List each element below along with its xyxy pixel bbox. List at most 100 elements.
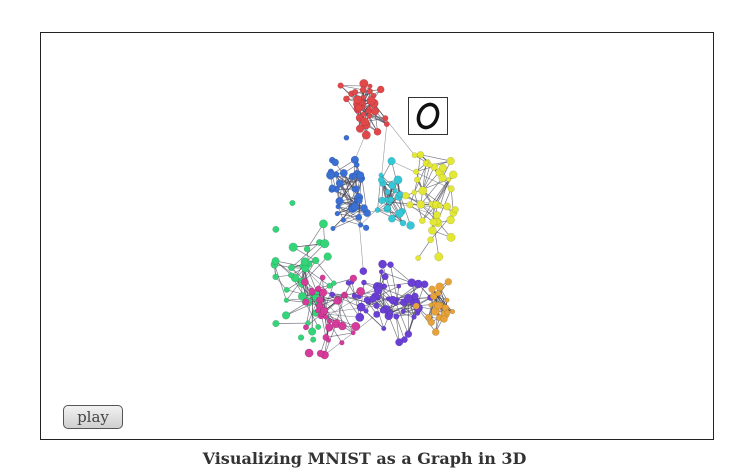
green-cluster-node[interactable] (281, 311, 291, 320)
orange-cluster-node[interactable] (444, 297, 450, 303)
purple-cluster-node[interactable] (361, 279, 367, 286)
blue-cluster-node[interactable] (335, 197, 344, 206)
cyan-cluster-node[interactable] (377, 176, 385, 184)
blue-cluster-node[interactable] (355, 213, 363, 221)
purple-cluster-node[interactable] (401, 336, 408, 343)
red-cluster-node[interactable] (366, 112, 373, 119)
red-cluster-node[interactable] (373, 128, 382, 136)
purple-cluster-node[interactable] (355, 312, 365, 322)
green-cluster-node[interactable] (308, 327, 317, 336)
yellow-cluster-node[interactable] (443, 202, 451, 211)
blue-cluster-node[interactable] (339, 169, 348, 178)
orange-cluster-node[interactable] (435, 290, 442, 297)
orange-cluster-node[interactable] (428, 302, 434, 308)
magenta-cluster-node[interactable] (327, 318, 333, 324)
yellow-cluster-node[interactable] (438, 173, 447, 183)
red-cluster-node[interactable] (360, 117, 370, 127)
magenta-cluster-node[interactable] (326, 337, 331, 343)
purple-cluster-node[interactable] (373, 310, 381, 318)
green-cluster-node[interactable] (283, 297, 290, 303)
green-cluster-node[interactable] (272, 319, 280, 328)
magenta-cluster-node[interactable] (338, 321, 347, 331)
yellow-cluster-node[interactable] (413, 168, 420, 175)
red-cluster-node[interactable] (366, 105, 372, 111)
cyan-cluster-node[interactable] (384, 189, 391, 195)
purple-cluster-node[interactable] (411, 314, 417, 320)
cyan-cluster-node[interactable] (392, 188, 398, 194)
green-cluster-node[interactable] (323, 252, 332, 261)
magenta-cluster-node[interactable] (351, 321, 361, 331)
red-cluster-node[interactable] (382, 115, 389, 122)
blue-cluster-node[interactable] (326, 170, 336, 180)
cyan-cluster-node[interactable] (378, 196, 386, 205)
purple-cluster-node[interactable] (420, 280, 429, 289)
orange-cluster-node[interactable] (425, 313, 432, 321)
orange-cluster-node[interactable] (432, 328, 440, 336)
yellow-cluster-node[interactable] (446, 156, 455, 166)
green-cluster-node[interactable] (315, 324, 322, 330)
red-cluster-node[interactable] (371, 107, 380, 116)
purple-cluster-node[interactable] (404, 330, 413, 338)
red-cluster-node[interactable] (367, 83, 373, 89)
cyan-cluster-node[interactable] (387, 157, 396, 166)
magenta-cluster-node[interactable] (339, 340, 345, 346)
blue-cluster-node[interactable] (328, 184, 336, 192)
green-cluster-node[interactable] (288, 264, 295, 272)
orange-cluster-node[interactable] (435, 282, 445, 292)
purple-cluster-node[interactable] (378, 269, 384, 275)
magenta-cluster-node[interactable] (356, 286, 366, 296)
magenta-cluster-node[interactable] (301, 278, 309, 286)
red-cluster-node[interactable] (337, 82, 344, 89)
blue-cluster-node[interactable] (350, 202, 360, 212)
green-cluster-node[interactable] (326, 282, 333, 289)
cyan-cluster-node[interactable] (399, 219, 407, 227)
yellow-cluster-node[interactable] (434, 252, 444, 262)
magenta-cluster-node[interactable] (341, 293, 347, 299)
magenta-cluster-node[interactable] (304, 348, 314, 358)
purple-cluster-node[interactable] (363, 296, 371, 304)
mnist-graph-canvas[interactable] (41, 33, 714, 440)
red-cluster-node[interactable] (353, 95, 362, 105)
blue-cluster-node[interactable] (362, 224, 370, 231)
purple-cluster-node[interactable] (351, 292, 358, 299)
green-cluster-node[interactable] (310, 336, 317, 343)
red-cluster-node[interactable] (351, 88, 359, 96)
green-cluster-node[interactable] (320, 239, 330, 249)
green-cluster-node[interactable] (288, 242, 298, 252)
orange-cluster-node[interactable] (444, 278, 452, 286)
yellow-cluster-node[interactable] (437, 202, 443, 209)
green-cluster-node[interactable] (272, 273, 279, 281)
blue-cluster-node[interactable] (330, 225, 336, 232)
cyan-cluster-node[interactable] (388, 181, 397, 190)
green-cluster-node[interactable] (331, 280, 337, 286)
green-cluster-node[interactable] (271, 257, 280, 265)
yellow-cluster-node[interactable] (449, 170, 458, 179)
red-cluster-node[interactable] (354, 103, 363, 112)
blue-cluster-node[interactable] (335, 179, 344, 188)
cyan-cluster-node[interactable] (388, 214, 396, 223)
blue-cluster-node[interactable] (356, 197, 363, 205)
blue-cluster-node[interactable] (356, 171, 365, 180)
yellow-cluster-node[interactable] (406, 201, 414, 209)
yellow-cluster-node[interactable] (418, 186, 428, 196)
magenta-cluster-node[interactable] (302, 298, 310, 306)
magenta-cluster-node[interactable] (319, 306, 329, 316)
magenta-cluster-node[interactable] (349, 274, 358, 283)
cyan-cluster-node[interactable] (384, 204, 391, 212)
purple-cluster-node[interactable] (363, 308, 369, 314)
purple-cluster-node[interactable] (396, 283, 402, 289)
purple-cluster-node[interactable] (378, 259, 387, 269)
yellow-cluster-node[interactable] (427, 162, 433, 168)
purple-cluster-node[interactable] (379, 306, 387, 314)
yellow-cluster-node[interactable] (419, 217, 426, 224)
blue-cluster-node[interactable] (357, 222, 364, 228)
purple-cluster-node[interactable] (386, 309, 394, 317)
orange-cluster-node[interactable] (440, 315, 448, 323)
cyan-cluster-node[interactable] (374, 207, 381, 213)
blue-cluster-node[interactable] (351, 187, 357, 192)
green-cluster-node[interactable] (289, 200, 296, 207)
magenta-cluster-node[interactable] (325, 323, 334, 332)
magenta-cluster-node[interactable] (350, 330, 356, 336)
blue-cluster-node[interactable] (331, 158, 339, 167)
magenta-cluster-node[interactable] (303, 324, 309, 331)
